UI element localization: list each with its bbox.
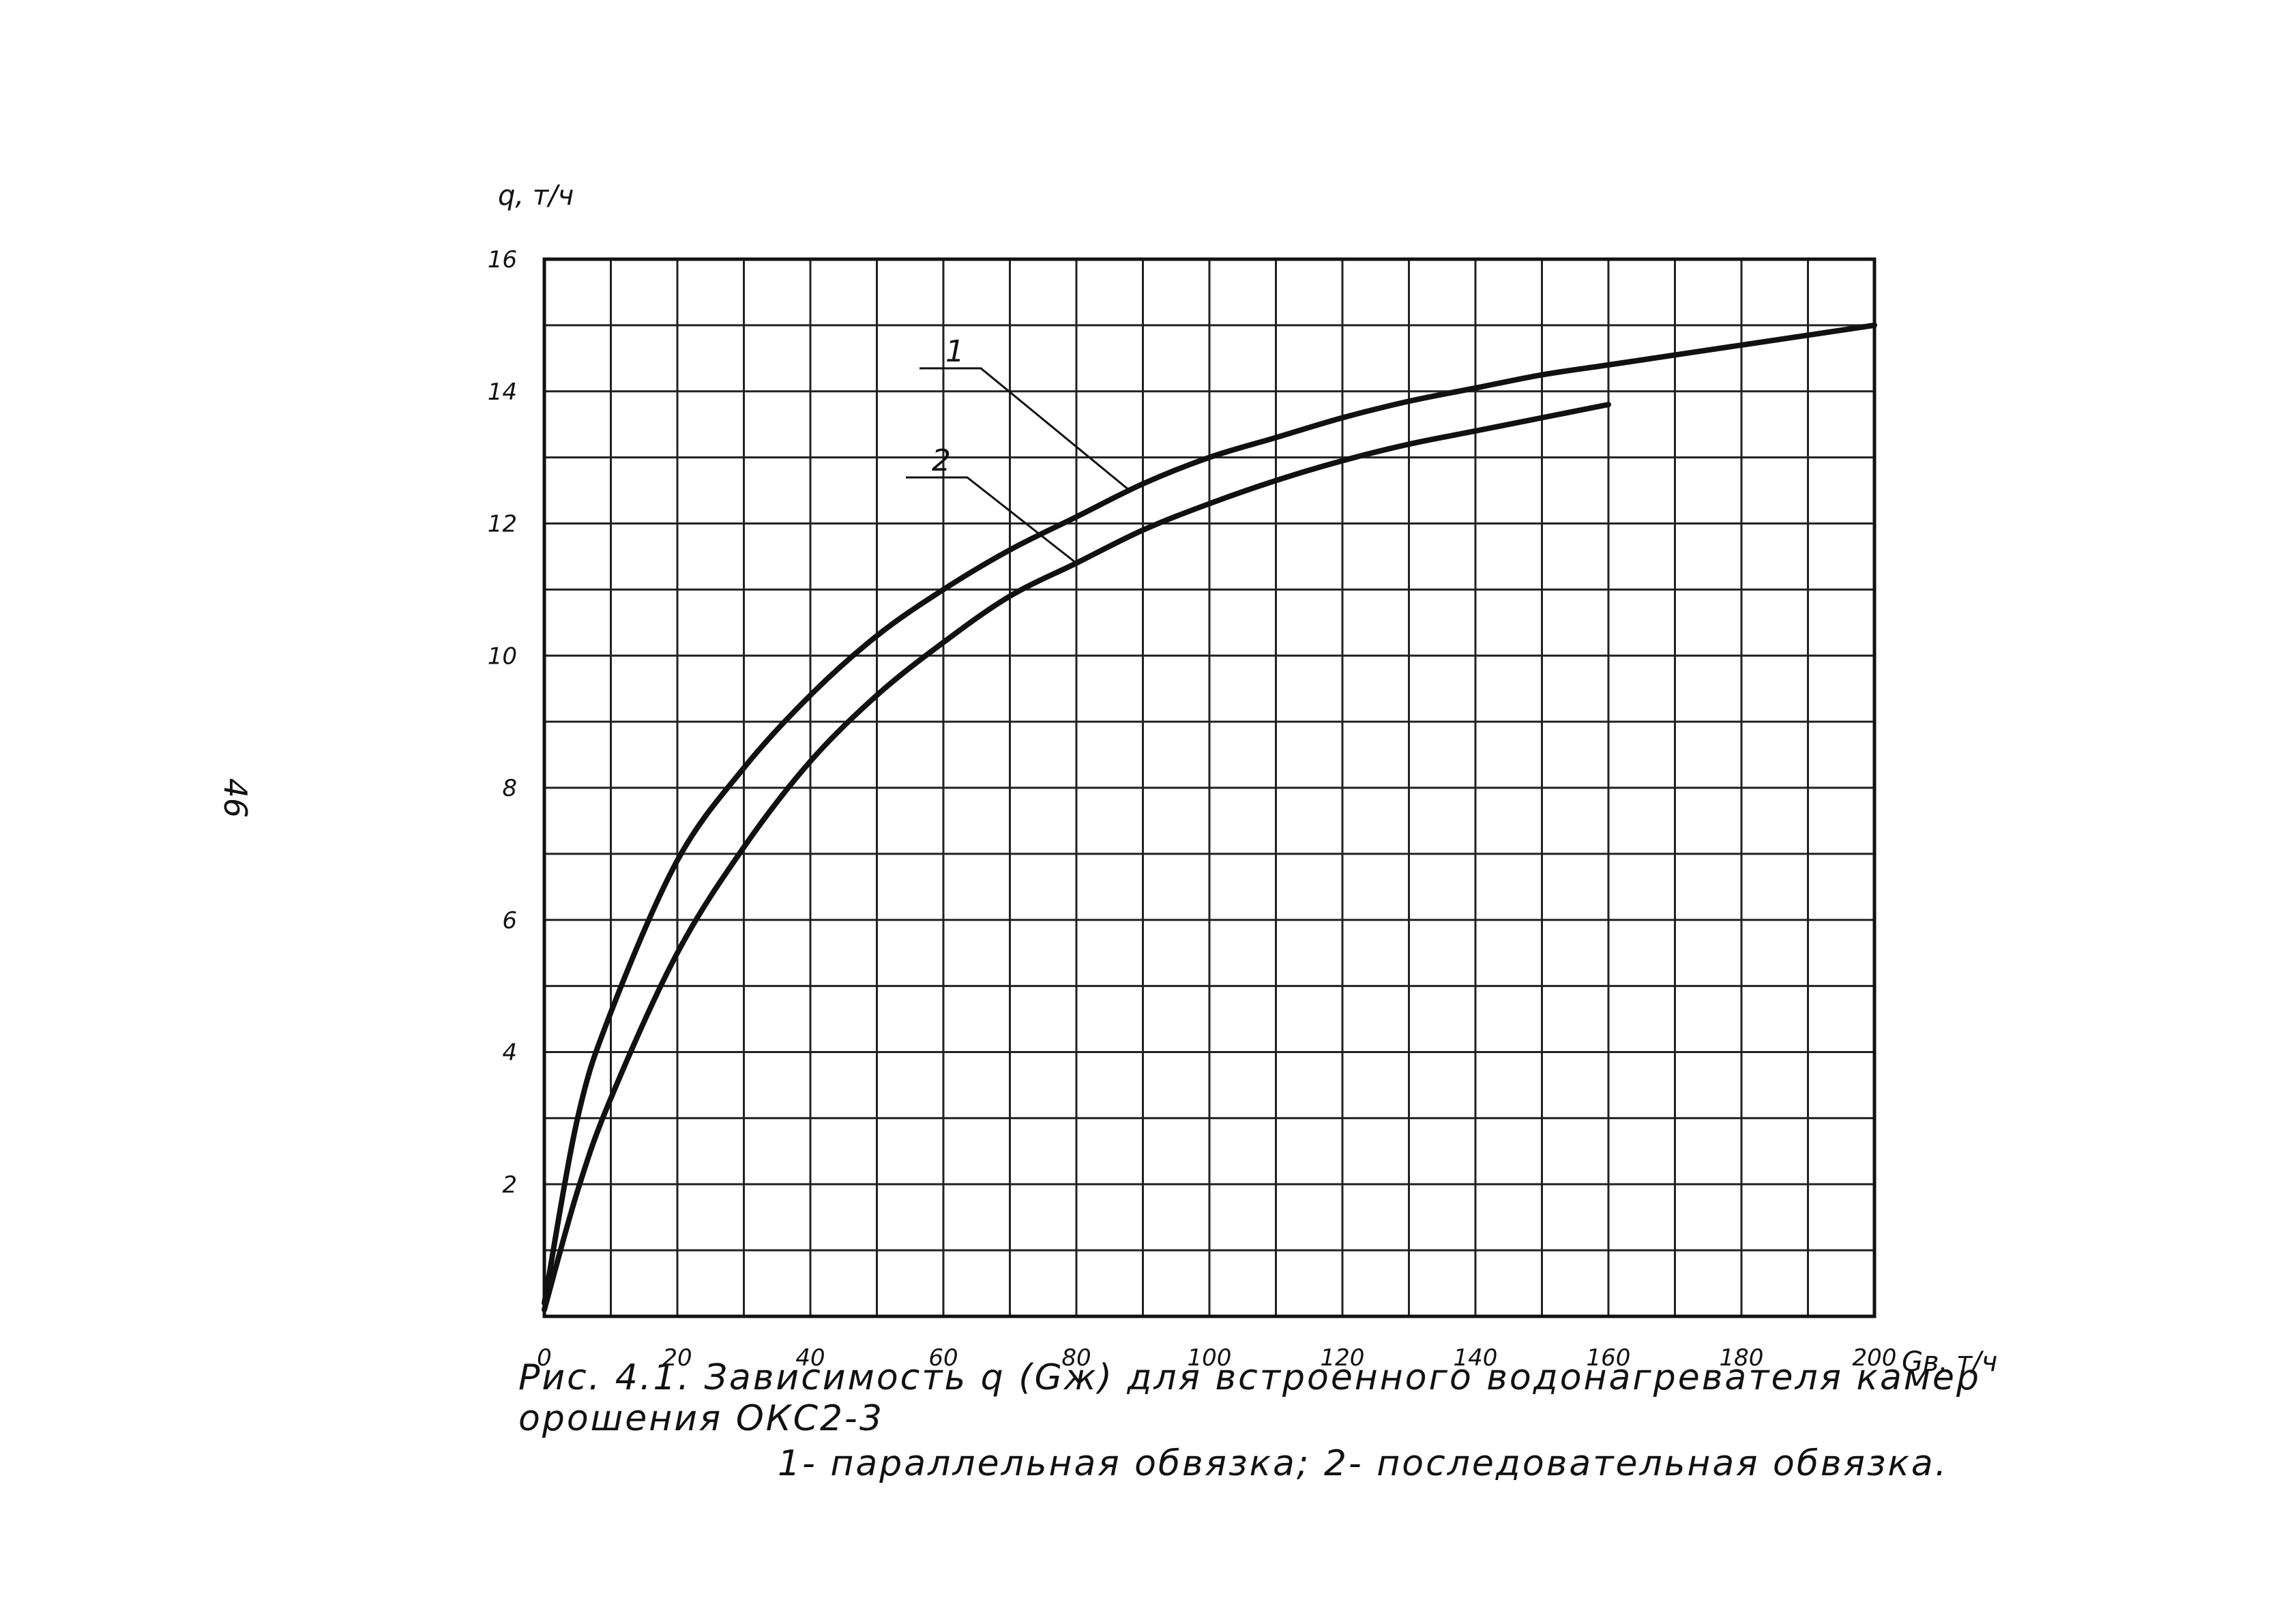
figure-caption: Рис. 4.1. Зависимость q (Gж) для встроен… [518, 1357, 2155, 1484]
caption-line-2: 1- параллельная обвязка; 2- последовател… [778, 1443, 1949, 1484]
plot-frame [542, 257, 1876, 1318]
y-tick-label: 4 [502, 1039, 517, 1067]
x-tick-label: 200 [1853, 1344, 1897, 1372]
series-lines [542, 322, 1877, 1313]
y-tick-label: 16 [488, 246, 517, 274]
caption-line-1: Рис. 4.1. Зависимость q (Gж) для встроен… [518, 1357, 1982, 1439]
y-tick-label: 14 [488, 379, 517, 406]
x-tick-label: 20 [662, 1344, 692, 1372]
grid [544, 259, 1874, 1316]
y-tick-label: 6 [502, 907, 517, 934]
y-tick-label: 2 [502, 1171, 517, 1198]
x-tick-label: 140 [1454, 1344, 1498, 1372]
x-tick-label: 160 [1587, 1344, 1631, 1372]
y-tick-label: 12 [488, 511, 517, 538]
x-tick-label: 100 [1188, 1344, 1232, 1372]
y-tick-label: 8 [502, 775, 517, 802]
y-tick-label: 10 [488, 642, 517, 670]
page-number: 46 [217, 778, 254, 818]
curve-labels: 12 [906, 334, 1130, 564]
x-axis-title: Gв, т/ч [1902, 1346, 1997, 1378]
curve-leader-2 [906, 476, 1077, 564]
x-tick-label: 120 [1321, 1344, 1365, 1372]
x-tick-labels: 0 20 40 60 80 100 120 140 160 180 200 [537, 1344, 1896, 1372]
curve-leader-1 [919, 367, 1130, 492]
series-line-1 [542, 322, 1877, 1306]
x-tick-label: 0 [537, 1344, 552, 1372]
y-tick-labels: 2 4 6 8 10 12 14 16 [488, 246, 517, 1198]
curve-label-2: 2 [932, 443, 951, 478]
x-tick-label: 60 [928, 1344, 958, 1372]
x-tick-label: 40 [795, 1344, 825, 1372]
series-line-2 [542, 402, 1611, 1313]
x-tick-label: 80 [1061, 1344, 1091, 1372]
x-tick-label: 180 [1720, 1344, 1764, 1372]
curve-label-1: 1 [945, 334, 965, 369]
y-axis-title: q, т/ч [498, 180, 574, 211]
